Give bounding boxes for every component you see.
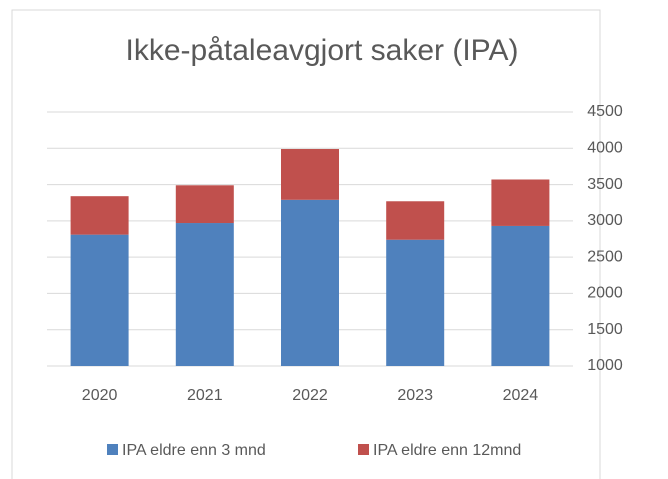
bar-segment [281, 149, 339, 200]
x-tick-label: 2024 [503, 387, 539, 404]
bar-segment [175, 223, 234, 366]
x-tick-label: 2020 [82, 387, 118, 404]
chart-title: Ikke-påtaleavgjort saker (IPA) [126, 34, 519, 67]
legend-label: IPA eldre enn 3 mnd [122, 442, 266, 459]
x-tick-label: 2021 [187, 387, 223, 404]
y-tick-label: 3000 [587, 212, 623, 229]
bar-segment [70, 196, 129, 235]
y-tick-label: 2500 [587, 248, 623, 265]
bar-segment [281, 199, 339, 366]
x-tick-label: 2023 [397, 387, 433, 404]
bar-segment [386, 201, 445, 240]
legend-swatch [107, 444, 118, 455]
y-tick-label: 4000 [587, 140, 623, 157]
legend-swatch [358, 444, 369, 455]
bar-segment [70, 234, 129, 366]
y-tick-label: 2000 [587, 285, 623, 302]
y-tick-label: 3500 [587, 176, 623, 193]
y-tick-label: 4500 [587, 103, 623, 120]
bar-segment [386, 239, 445, 366]
x-tick-label: 2022 [292, 387, 328, 404]
bar-segment [175, 185, 234, 224]
bar-segment [491, 179, 550, 226]
legend-label: IPA eldre enn 12mnd [373, 442, 521, 459]
y-tick-label: 1000 [587, 357, 623, 374]
y-tick-label: 1500 [587, 321, 623, 338]
bar-segment [491, 225, 550, 366]
